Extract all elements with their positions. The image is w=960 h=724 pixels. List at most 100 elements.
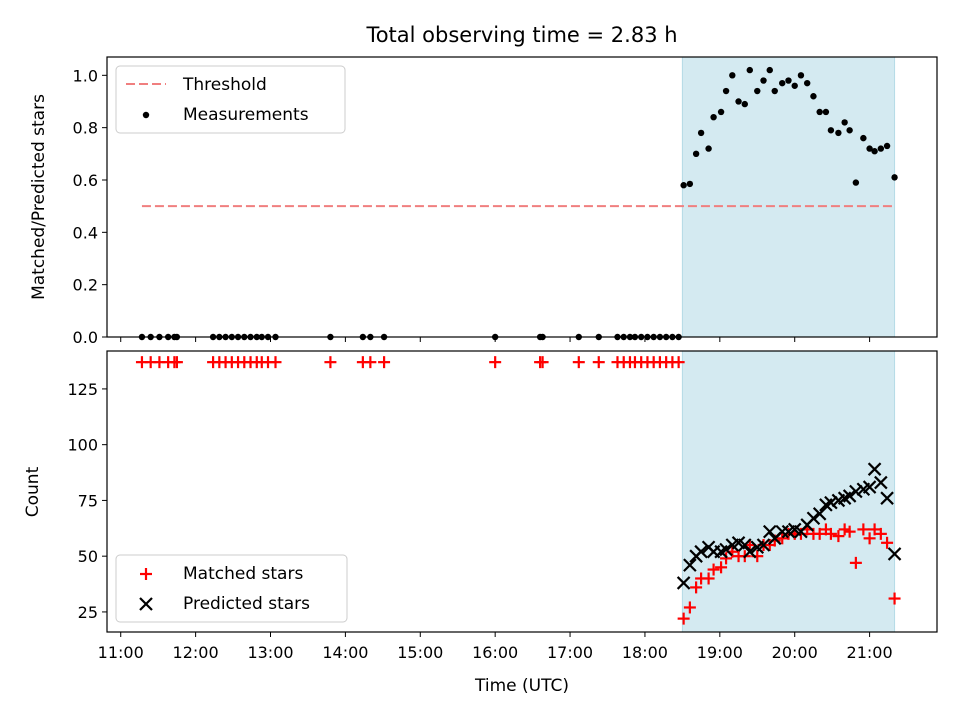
predicted-star-point [738, 538, 752, 552]
predicted-star-point [867, 462, 882, 476]
matched-star-point [720, 552, 733, 565]
bottom-axes-frame [106, 350, 938, 633]
matched-star-point [572, 356, 585, 369]
matched-star-point [707, 563, 720, 576]
y-tick-label: 0.0 [73, 328, 98, 347]
matched-star-point [874, 527, 887, 540]
y-tick-label: 75 [78, 491, 98, 510]
legend-predicted-label: Predicted stars [183, 594, 310, 614]
y-tick-label: 25 [78, 603, 98, 622]
matched-star-point [849, 556, 862, 569]
x-tick-label: 11:00 [98, 643, 144, 662]
measurement-point [841, 119, 848, 126]
matched-star-point [888, 592, 901, 605]
x-tick-label: 16:00 [472, 643, 518, 662]
top-axes-frame [106, 56, 938, 338]
matched-star-point [715, 561, 728, 574]
measurement-point [680, 182, 687, 189]
measurement-point [746, 66, 753, 74]
bottom-panel: 25 50 75 100 125 11:00 12:00 13:00 14:00 15:00 16:… [67, 350, 938, 662]
predicted-star-point [874, 475, 888, 490]
legend-predicted-swatch [139, 597, 153, 611]
matched-star-point [324, 356, 337, 369]
matched-star-point [364, 356, 377, 369]
predicted-star-point [824, 495, 838, 510]
x-tick-label: 21:00 [847, 643, 893, 662]
measurement-point [705, 145, 712, 152]
measurement-point [686, 180, 694, 188]
x-tick-label: 14:00 [322, 643, 368, 662]
x-tick-label: 12:00 [173, 643, 219, 662]
x-tick-label: 15:00 [397, 643, 443, 662]
matched-star-point [881, 536, 894, 549]
measurement-point [741, 100, 748, 108]
matched-star-point [269, 356, 282, 369]
measurement-point [871, 148, 878, 155]
predicted-star-point [694, 544, 708, 559]
x-tick-label: 20:00 [772, 643, 818, 662]
predicted-star-point [719, 542, 733, 557]
legend-threshold-label: Threshold [182, 75, 267, 95]
measurement-point [883, 142, 891, 150]
legend-frame [115, 554, 348, 623]
matched-star-point [813, 527, 826, 540]
measurement-point [797, 72, 805, 79]
legend-measurements-label: Measurements [183, 105, 309, 125]
measurement-point [735, 98, 742, 105]
measurement-point [852, 179, 860, 186]
top-y-axis-label: Matched/Predicted stars [29, 94, 49, 300]
matched-star-point [832, 530, 845, 543]
x-tick-label: 18:00 [622, 643, 668, 662]
measurement-point [785, 77, 792, 84]
predicted-star-point [683, 558, 697, 572]
predicted-star-point [806, 511, 821, 526]
measurement-point [754, 87, 761, 95]
y-tick-label: 100 [67, 436, 98, 455]
measurement-point [692, 150, 700, 158]
x-axis-label: Time (UTC) [474, 676, 569, 696]
measurement-point [760, 77, 767, 84]
measurement-point [779, 79, 786, 87]
measurement-point [822, 108, 830, 116]
measurement-point [846, 127, 853, 134]
matched-star-point [170, 356, 183, 369]
y-tick-label: 50 [78, 547, 98, 566]
predicted-star-point [743, 544, 757, 559]
predicted-star-point [756, 538, 771, 552]
matched-star-point [672, 356, 685, 369]
legend-measurements-swatch [142, 111, 150, 119]
predicted-star-point [676, 576, 691, 590]
top-panel: 0.0 0.2 0.4 0.6 0.8 1.0 Threshold Measurements [73, 56, 938, 347]
x-tick-label: 13:00 [247, 643, 293, 662]
measurement-point [771, 87, 778, 95]
measurement-point [860, 134, 867, 142]
matched-star-point [857, 523, 870, 536]
legend-matched-label: Matched stars [183, 564, 303, 584]
predicted-star-point [849, 484, 863, 499]
matched-star-point [378, 356, 391, 369]
chart-title: Total observing time = 2.83 h [365, 23, 677, 47]
matched-star-point [690, 581, 703, 594]
legend-frame [115, 65, 346, 134]
measurement-point [697, 129, 705, 137]
matched-star-point [868, 523, 881, 536]
predicted-star-point [862, 480, 877, 494]
measurement-point [729, 72, 736, 79]
y-tick-label: 125 [67, 380, 98, 399]
predicted-star-point [880, 491, 894, 505]
y-tick-label: 0.2 [73, 276, 98, 295]
measurement-point [835, 129, 842, 137]
measurement-point [866, 145, 873, 152]
x-tick-label: 19:00 [697, 643, 743, 662]
matched-star-point [536, 356, 549, 369]
matched-star-point [489, 356, 502, 369]
y-tick-label: 1.0 [73, 66, 98, 85]
predicted-star-point [842, 489, 857, 503]
measurement-point [766, 66, 773, 74]
measurement-point [891, 174, 898, 181]
y-tick-label: 0.8 [73, 119, 98, 138]
measurement-point [717, 108, 725, 116]
predicted-star-point [812, 507, 827, 521]
matched-star-point [776, 532, 789, 545]
